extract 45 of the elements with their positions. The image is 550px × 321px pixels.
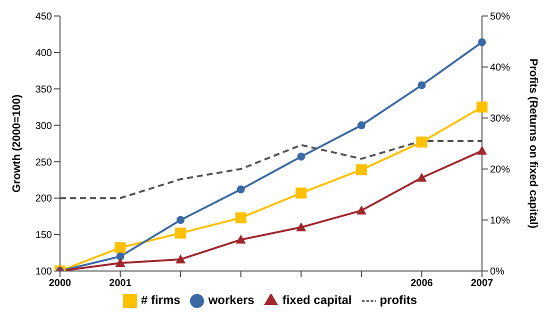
point xyxy=(176,216,185,224)
y2-tick-label: 20% xyxy=(490,164,510,176)
x-tick-label: 2000 xyxy=(48,278,72,290)
legend-label: profits xyxy=(380,293,418,307)
y-tick-label: 450 xyxy=(35,12,52,23)
point xyxy=(478,38,486,46)
point xyxy=(116,252,124,260)
point xyxy=(296,222,306,232)
point xyxy=(236,185,245,194)
y2-tick-label: 30% xyxy=(490,114,510,125)
y2-tick-label: 50% xyxy=(490,12,510,23)
point xyxy=(356,206,366,215)
y-tick-label: 200 xyxy=(35,194,52,205)
legend-label: fixed capital xyxy=(282,293,352,307)
x-tick-label: 2007 xyxy=(470,278,494,290)
y2-tick-label: 10% xyxy=(490,216,510,227)
point xyxy=(235,212,246,224)
point xyxy=(477,146,487,155)
x-tick-label: 2001 xyxy=(109,278,132,290)
y-tick-label: 100 xyxy=(35,266,52,278)
point xyxy=(476,102,488,113)
x-tick-label: 2006 xyxy=(410,278,434,290)
point xyxy=(416,172,427,182)
point xyxy=(416,136,428,148)
point xyxy=(114,242,126,254)
y-tick-label: 350 xyxy=(35,84,52,96)
legend-label: # firms xyxy=(140,293,180,307)
point xyxy=(175,228,186,239)
point xyxy=(297,152,306,161)
point xyxy=(115,258,126,267)
point xyxy=(296,188,307,199)
y-tick-label: 400 xyxy=(35,48,52,59)
point xyxy=(176,254,186,264)
y-tick-label: 250 xyxy=(35,157,52,168)
y-tick-label: 150 xyxy=(35,230,52,242)
y-tick-label: 300 xyxy=(35,120,52,132)
point xyxy=(418,81,426,90)
legend-label: workers xyxy=(208,293,254,307)
point xyxy=(356,164,367,176)
y-axis-title: Growth (2000=100) xyxy=(10,94,23,193)
point xyxy=(236,234,246,244)
y2-axis-title: Profits (Returns on fixed capital) xyxy=(527,58,540,229)
point xyxy=(357,121,366,130)
y2-tick-label: 40% xyxy=(490,62,510,74)
y2-tick-label: 0% xyxy=(490,266,505,278)
